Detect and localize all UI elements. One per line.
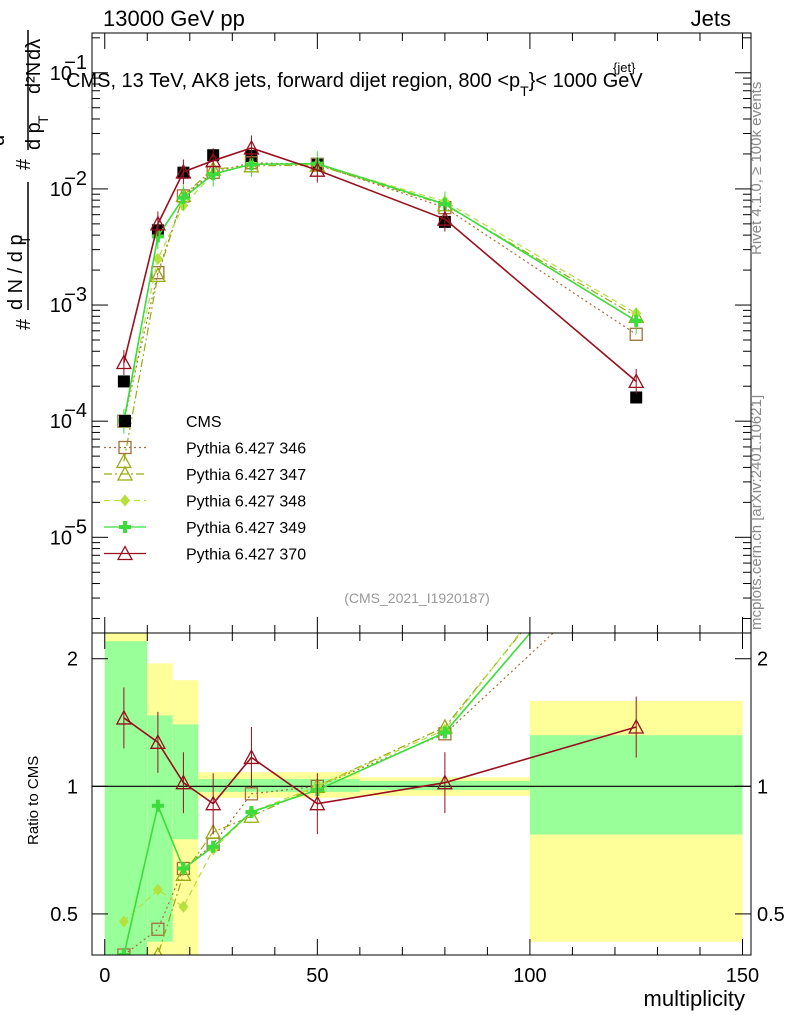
ratio-y-tick-label-right: 1 xyxy=(757,776,768,798)
ratio-y-label: Ratio to CMS xyxy=(25,756,42,845)
mcplots-label: mcplots.cern.ch [arXiv:2401.10621] xyxy=(748,395,765,630)
x-tick-label: 50 xyxy=(306,965,328,987)
x-tick-label: 100 xyxy=(513,965,546,987)
title-sup: {jet} xyxy=(613,60,636,75)
y-tick-exp: −3 xyxy=(64,284,87,306)
ratio-y-tick-label-right: 0.5 xyxy=(757,904,785,926)
ylabel-lam: dλ xyxy=(23,39,45,60)
ylabel-d: d N / d p xyxy=(5,234,27,310)
band-inner xyxy=(147,715,173,941)
y-tick-exp: −2 xyxy=(64,168,87,190)
x-tick-label: 150 xyxy=(726,965,759,987)
ylabel-n: # xyxy=(13,318,35,330)
series-line-p346 xyxy=(124,163,636,421)
y-tick-exp: −4 xyxy=(64,400,87,422)
band-inner xyxy=(173,724,199,839)
y-tick-exp: −5 xyxy=(64,516,87,538)
legend-label-p347: Pythia 6.427 347 xyxy=(186,467,306,484)
legend-marker-p348 xyxy=(120,495,130,507)
plot-title: CMS, 13 TeV, AK8 jets, forward dijet reg… xyxy=(66,70,643,99)
series-line-p349 xyxy=(124,164,636,422)
ylabel-one: 1 xyxy=(0,240,3,252)
ratio-y-tick-label-right: 2 xyxy=(757,649,768,671)
legend-marker-data xyxy=(119,415,131,427)
point-data xyxy=(118,375,130,387)
ylabel-t2: T xyxy=(35,115,51,124)
legend-label-data: CMS xyxy=(186,414,222,431)
ratio-y-tick-label: 2 xyxy=(67,649,78,671)
x-tick-label: 0 xyxy=(99,965,110,987)
legend: CMS Pythia 6.427 346 Pythia 6.427 347 Pythi… xyxy=(104,414,306,564)
legend-label-p348: Pythia 6.427 348 xyxy=(186,494,306,511)
ratio-y-tick-label: 1 xyxy=(67,776,78,798)
analysis-id: (CMS_2021_I1920187) xyxy=(344,590,490,606)
ylabel-dpt: d p xyxy=(23,122,45,150)
rivet-version-label: Rivet 4.1.0, ≥ 100k events xyxy=(748,82,765,255)
ylabel-d2: d xyxy=(0,135,9,146)
legend-label-p346: Pythia 6.427 346 xyxy=(186,441,306,458)
energy-label: 13000 GeV pp xyxy=(103,6,245,31)
ylabel-dn: d²N xyxy=(23,62,45,94)
band-inner xyxy=(105,641,148,955)
x-axis-label: multiplicity xyxy=(644,986,745,1011)
chart: 10−510−410−310−210−10 50 100 1500.5 0.51 12 2 … xyxy=(0,0,786,1024)
ylabel-num: # xyxy=(13,158,35,170)
ratio-y-tick-label: 0.5 xyxy=(50,904,78,926)
process-label: Jets xyxy=(691,6,731,31)
main-y-label: # d N / d p T 1 # d p T d d²N dλ xyxy=(0,30,51,330)
ratio-uncertainty-bands xyxy=(92,633,751,955)
title-prefix: CMS, 13 TeV, AK8 jets, forward dijet reg… xyxy=(66,70,520,92)
legend-marker-p349 xyxy=(119,521,131,533)
ylabel-pt1: T xyxy=(17,235,33,244)
main-panel-frame xyxy=(92,33,751,633)
legend-label-p370: Pythia 6.427 370 xyxy=(186,547,306,564)
legend-label-p349: Pythia 6.427 349 xyxy=(186,520,306,537)
series-line-p348 xyxy=(124,164,636,421)
